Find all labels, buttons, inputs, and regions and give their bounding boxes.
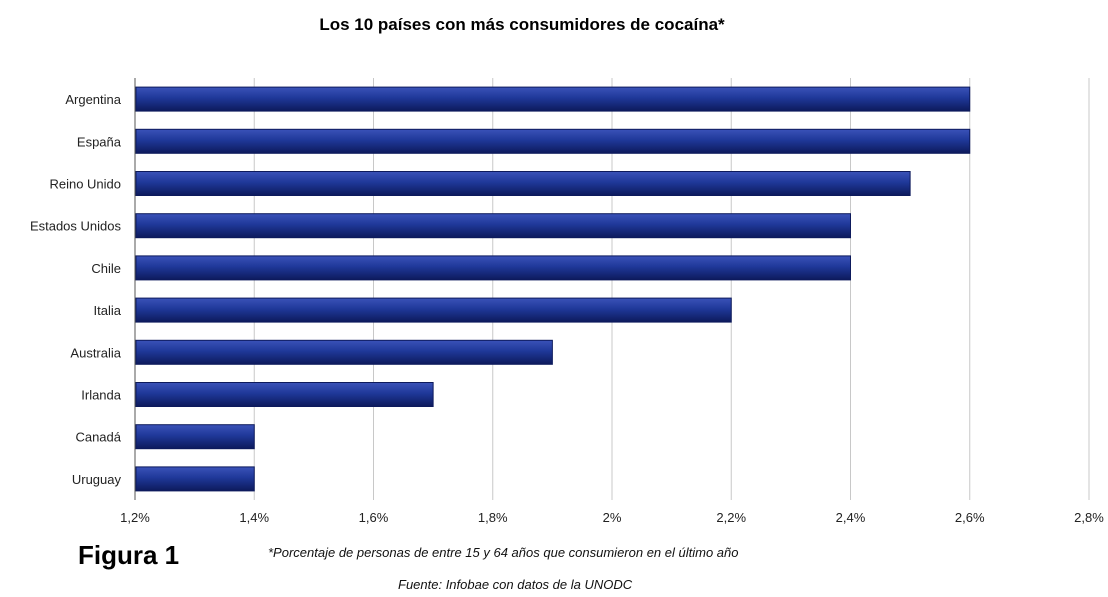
bars [135,86,971,492]
bar [135,128,971,154]
category-label: Australia [70,345,121,360]
category-label: Irlanda [81,388,122,403]
x-tick-label: 2,6% [955,510,985,525]
bar [135,213,851,239]
x-tick-label: 2,4% [836,510,866,525]
footnote: *Porcentaje de personas de entre 15 y 64… [268,545,739,560]
x-tick-label: 2,8% [1074,510,1104,525]
category-label: Reino Unido [49,177,121,192]
figure-label: Figura 1 [78,540,180,570]
category-label: Uruguay [72,472,122,487]
x-tick-label: 1,2% [120,510,150,525]
x-tick-label: 1,4% [239,510,269,525]
bar [135,255,851,281]
category-label: Estados Unidos [30,219,122,234]
category-label: Italia [94,303,122,318]
category-label: España [77,134,122,149]
category-label: Canadá [75,430,121,445]
chart-title: Los 10 países con más consumidores de co… [319,15,725,34]
bar [135,466,255,492]
bar [135,424,255,450]
x-tick-label: 2,2% [716,510,746,525]
category-label: Argentina [65,92,121,107]
bar [135,297,732,323]
category-labels: Argentina España Reino Unido Estados Unidos… [30,92,122,487]
x-tick-label: 1,6% [359,510,389,525]
x-tick-labels: 1,2% 1,4% 1,6% 1,8% 2% 2,2% 2,4% 2,6% 2,8% [120,510,1104,525]
x-tick-label: 1,8% [478,510,508,525]
bar [135,86,971,112]
bar [135,382,434,407]
bar [135,171,911,196]
source-note: Fuente: Infobae con datos de la UNODC [398,577,633,592]
bar [135,339,553,365]
x-tick-label: 2% [603,510,622,525]
category-label: Chile [91,261,121,276]
